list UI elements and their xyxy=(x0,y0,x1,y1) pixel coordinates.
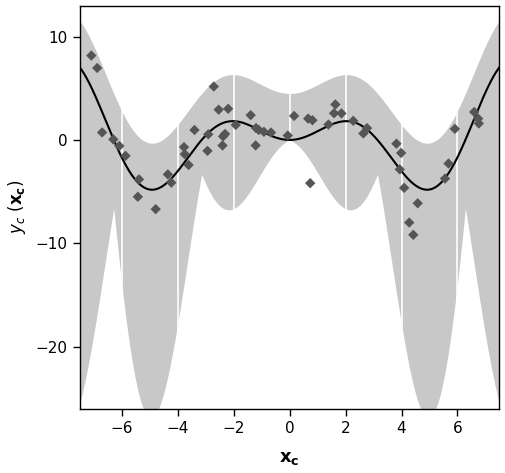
Point xyxy=(324,121,332,128)
Point xyxy=(330,109,338,117)
Point xyxy=(405,219,413,227)
Point xyxy=(396,166,404,173)
Point xyxy=(93,64,101,72)
Point xyxy=(309,116,317,124)
Point xyxy=(181,150,189,158)
Point xyxy=(135,175,143,183)
Y-axis label: $y_c\ (\mathbf{x_c})$: $y_c\ (\mathbf{x_c})$ xyxy=(6,180,28,234)
Point xyxy=(115,142,123,150)
X-axis label: $\mathbf{x_c}$: $\mathbf{x_c}$ xyxy=(279,449,300,467)
Point xyxy=(475,120,483,127)
Point xyxy=(224,105,232,113)
Point xyxy=(363,124,371,132)
Point xyxy=(180,143,188,151)
Point xyxy=(331,101,339,108)
Point xyxy=(87,52,95,59)
Point xyxy=(210,83,218,90)
Point xyxy=(474,115,482,123)
Point xyxy=(215,106,223,114)
Point xyxy=(400,184,408,192)
Point xyxy=(470,108,478,116)
Point xyxy=(219,142,227,149)
Point xyxy=(164,171,172,178)
Point xyxy=(304,115,312,123)
Point xyxy=(409,231,417,239)
Point xyxy=(359,130,367,137)
Point xyxy=(306,179,314,187)
Point xyxy=(152,205,160,213)
Point xyxy=(392,140,400,148)
Point xyxy=(167,179,175,186)
Point xyxy=(414,200,422,207)
Point xyxy=(290,112,298,120)
Point xyxy=(255,126,263,134)
Point xyxy=(184,161,192,169)
Point xyxy=(451,125,459,132)
Point xyxy=(204,147,212,155)
Point xyxy=(267,129,275,136)
Point xyxy=(134,193,142,201)
Point xyxy=(219,132,227,140)
Point xyxy=(246,111,255,119)
Point xyxy=(397,149,405,157)
Point xyxy=(190,126,198,134)
Point xyxy=(444,160,452,167)
Point xyxy=(204,131,212,138)
Point xyxy=(109,136,117,143)
Point xyxy=(122,152,130,159)
Point xyxy=(98,129,106,136)
Point xyxy=(260,128,268,136)
Point xyxy=(284,132,292,140)
Point xyxy=(441,175,449,183)
Point xyxy=(251,141,260,149)
Point xyxy=(252,124,260,132)
Point xyxy=(337,110,345,117)
Point xyxy=(221,130,229,138)
Point xyxy=(232,121,240,129)
Point xyxy=(349,117,358,124)
